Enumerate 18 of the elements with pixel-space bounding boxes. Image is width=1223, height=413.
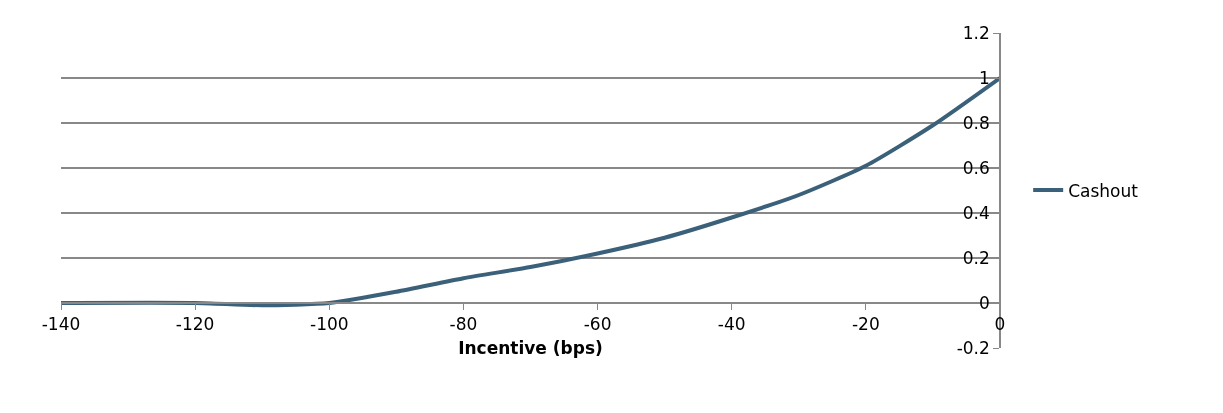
x-tick-label: 0 bbox=[994, 314, 1006, 335]
y-tick-label: 0.2 bbox=[962, 247, 990, 268]
x-tick-label: -40 bbox=[717, 314, 746, 335]
y-tick-label: 0 bbox=[979, 292, 990, 313]
x-tick-label: -80 bbox=[449, 314, 478, 335]
legend-label: Cashout bbox=[1068, 180, 1139, 201]
y-tick-label: 1.2 bbox=[962, 22, 990, 43]
x-tick-label: -60 bbox=[583, 314, 612, 335]
y-tick-label: -0.2 bbox=[956, 337, 990, 358]
x-tick-label: -140 bbox=[41, 314, 81, 335]
x-tick-label: -100 bbox=[309, 314, 349, 335]
x-tick-label: -20 bbox=[851, 314, 880, 335]
y-tick-label: 0.8 bbox=[962, 112, 990, 133]
y-tick-label: 0.6 bbox=[962, 157, 990, 178]
x-tick-label: -120 bbox=[175, 314, 215, 335]
x-axis-title: Incentive (bps) bbox=[458, 338, 603, 359]
y-tick-label: 0.4 bbox=[962, 202, 990, 223]
y-tick-label: 1 bbox=[979, 67, 990, 88]
